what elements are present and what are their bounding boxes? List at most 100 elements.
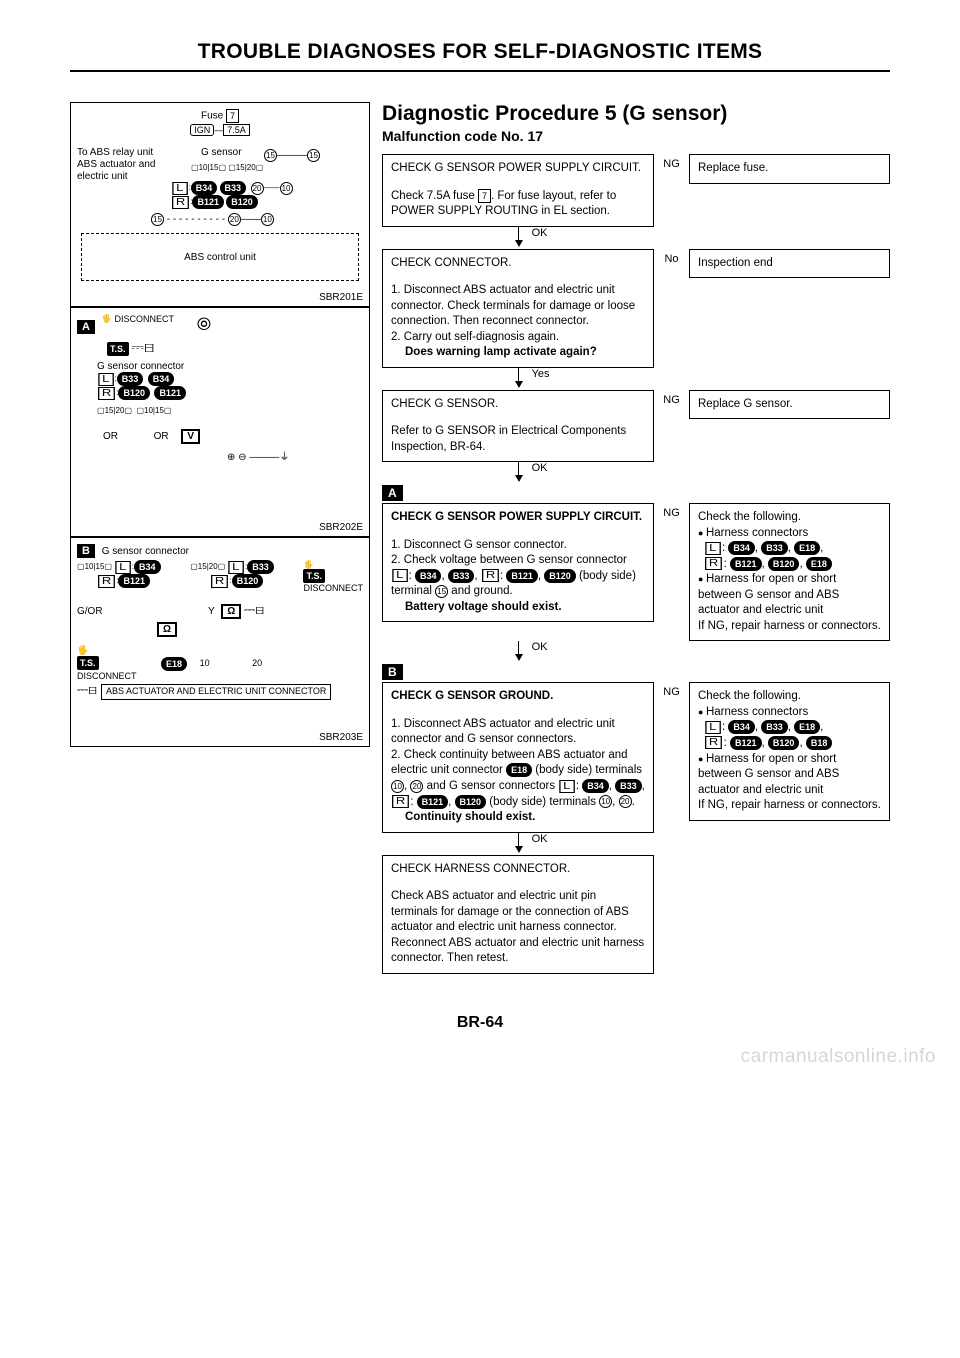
connector-tag: B121 bbox=[730, 557, 762, 571]
text: Harness connectors bbox=[706, 527, 808, 539]
abs-connector-label: ABS ACTUATOR AND ELECTRIC UNIT CONNECTOR bbox=[101, 684, 331, 700]
arrow-down-icon: OK bbox=[382, 641, 654, 663]
connector-tag: B34 bbox=[728, 541, 755, 555]
pin: 15 bbox=[96, 562, 105, 571]
pin: 15 bbox=[236, 163, 245, 172]
pin: 10 bbox=[199, 163, 208, 172]
rhd-tag: R bbox=[392, 795, 409, 808]
fuse-number: 7 bbox=[478, 189, 491, 203]
connector-tag: B33 bbox=[761, 541, 788, 555]
step-body: Refer to G SENSOR in Electrical Componen… bbox=[382, 418, 654, 462]
branch-label: NG bbox=[654, 682, 689, 698]
step-head: CHECK G SENSOR POWER SUPPLY CIRCUIT. bbox=[382, 503, 654, 532]
wire-color: OR bbox=[103, 431, 118, 442]
text: (body side) terminals bbox=[486, 796, 599, 808]
connector-tag: B120 bbox=[226, 195, 258, 209]
rhd-tag: R bbox=[98, 387, 115, 400]
ign-label: IGN bbox=[190, 124, 214, 136]
text: Check the following. bbox=[698, 510, 881, 526]
text: 2. Check voltage between G sensor connec… bbox=[391, 554, 627, 566]
lhd-tag: L bbox=[172, 182, 187, 195]
connector-label: G sensor connector bbox=[97, 361, 363, 372]
watermark: carmanualsonline.info bbox=[741, 1046, 936, 1068]
pin: 15 bbox=[198, 562, 207, 571]
step-body: 1. Disconnect G sensor connector. 2. Che… bbox=[382, 532, 654, 623]
arrow-down-icon: OK bbox=[382, 227, 654, 249]
side-action: Inspection end bbox=[689, 249, 890, 279]
pin: 15 bbox=[210, 163, 219, 172]
text: If NG, repair harness or connectors. bbox=[698, 619, 881, 635]
wire-color: G/OR bbox=[77, 606, 103, 617]
rhd-tag: R bbox=[98, 575, 115, 588]
side-action: Replace G sensor. bbox=[689, 390, 890, 420]
pin: 15 bbox=[151, 213, 164, 226]
diagram-id: SBR203E bbox=[319, 732, 363, 743]
rhd-tag: R bbox=[705, 557, 722, 570]
connector-tag: B33 bbox=[615, 779, 642, 793]
connector-tag: B121 bbox=[154, 386, 186, 400]
terminal: 10 bbox=[391, 780, 404, 793]
malfunction-code: Malfunction code No. 17 bbox=[382, 128, 890, 144]
text: 2. Carry out self-diagnosis again. bbox=[391, 330, 645, 346]
flow-marker: B bbox=[382, 664, 403, 680]
text: Does warning lamp activate again? bbox=[391, 345, 645, 361]
step-head: CHECK G SENSOR POWER SUPPLY CIRCUIT. bbox=[382, 154, 654, 183]
page-header: TROUBLE DIAGNOSES FOR SELF-DIAGNOSTIC IT… bbox=[70, 40, 890, 72]
step-head: CHECK G SENSOR. bbox=[382, 390, 654, 419]
connector-tag: B18 bbox=[806, 736, 833, 750]
connector-tag: E18 bbox=[161, 657, 187, 671]
text: and ground. bbox=[448, 585, 513, 597]
text: Harness for open or short between G sens… bbox=[698, 572, 881, 619]
step-head: CHECK HARNESS CONNECTOR. bbox=[382, 855, 654, 884]
side-action: Check the following. Harness connectors … bbox=[689, 682, 890, 820]
text: and G sensor connectors bbox=[423, 780, 558, 792]
connector-tag: B34 bbox=[415, 569, 442, 583]
arrow-down-icon: OK bbox=[382, 833, 654, 855]
terminal: 15 bbox=[435, 585, 448, 598]
wire-color: Y bbox=[208, 606, 215, 617]
pin: 10 bbox=[280, 182, 293, 195]
side-action: Check the following. Harness connectors … bbox=[689, 503, 890, 641]
page-number: BR-64 bbox=[70, 1014, 890, 1032]
connector-tag: B33 bbox=[247, 560, 274, 574]
pin: 20 bbox=[116, 406, 125, 415]
lhd-tag: L bbox=[229, 561, 244, 574]
connector-tag: B120 bbox=[455, 795, 487, 809]
lhd-tag: L bbox=[116, 561, 131, 574]
text: Check 7.5A fuse bbox=[391, 190, 478, 202]
connector-tag: B121 bbox=[118, 574, 150, 588]
text: 1. Disconnect ABS actuator and electric … bbox=[391, 717, 645, 748]
connector-tag: B121 bbox=[192, 195, 224, 209]
wiring-diagram-2: A 🖐 DISCONNECT ⦾ T.S. ⎓⊟ G sensor connec… bbox=[70, 307, 370, 537]
text: 1. Disconnect ABS actuator and electric … bbox=[391, 283, 645, 330]
ohmmeter-icon: Ω bbox=[221, 604, 241, 619]
step-body: Check ABS actuator and electric unit pin… bbox=[382, 883, 654, 974]
text: Continuity should exist. bbox=[391, 810, 645, 826]
rhd-tag: R bbox=[482, 569, 499, 582]
branch-label: NG bbox=[654, 154, 689, 170]
connector-tag: B121 bbox=[506, 569, 538, 583]
pin: 10 bbox=[144, 406, 153, 415]
text: (body side) terminals bbox=[532, 765, 642, 777]
connector-tag: E18 bbox=[794, 541, 820, 555]
connector-label: G sensor connector bbox=[102, 546, 189, 557]
lhd-tag: L bbox=[706, 721, 721, 734]
text: Check the following. bbox=[698, 689, 881, 705]
connector-tag: B121 bbox=[730, 736, 762, 750]
amp-label: 7.5A bbox=[223, 124, 250, 136]
g-sensor-label: G sensor bbox=[201, 147, 242, 158]
connector-tag: B34 bbox=[148, 372, 175, 386]
branch-label: NG bbox=[654, 390, 689, 406]
text: Harness connectors bbox=[706, 706, 808, 718]
to-abs-text: To ABS relay unit ABS actuator and elect… bbox=[77, 147, 157, 183]
step-head: CHECK CONNECTOR. bbox=[382, 249, 654, 278]
connector-tag: B120 bbox=[768, 736, 800, 750]
branch-label: No bbox=[654, 249, 689, 265]
voltmeter-icon: V bbox=[181, 429, 200, 444]
step-body: Check 7.5A fuse 7. For fuse layout, refe… bbox=[382, 183, 654, 227]
pin: 15 bbox=[155, 406, 164, 415]
branch-label: NG bbox=[654, 503, 689, 519]
text: Battery voltage should exist. bbox=[391, 600, 645, 616]
arrow-label: OK bbox=[532, 833, 548, 845]
rhd-tag: R bbox=[172, 196, 189, 209]
